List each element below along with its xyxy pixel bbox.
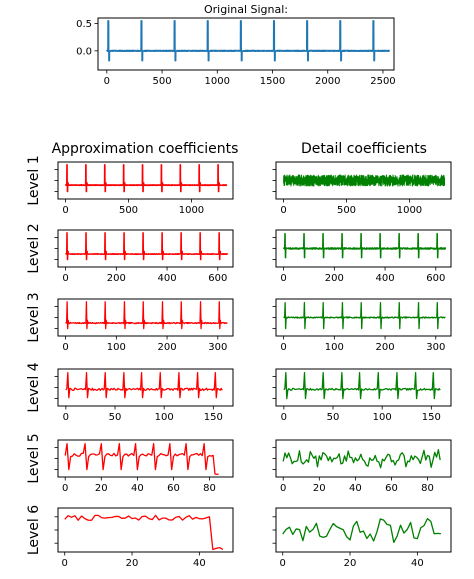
x-tick-label: 0	[281, 412, 287, 423]
x-tick-label: 100	[325, 342, 344, 353]
x-tick-label: 150	[422, 412, 441, 423]
row-label: Level 2	[26, 223, 42, 273]
chart-1: Level 1 0 500 1000	[26, 155, 234, 216]
series-line	[282, 517, 441, 544]
row-label: Level 6	[26, 505, 42, 555]
x-tick-label: 50	[327, 412, 340, 423]
x-tick-label: 0	[104, 76, 110, 87]
axes-frame	[97, 17, 395, 71]
x-tick-label: 40	[411, 558, 424, 569]
series-line	[283, 174, 446, 187]
approximation-heading: Approximation coefficients	[52, 141, 239, 157]
series-line	[64, 443, 219, 475]
x-tick-label: 1000	[205, 76, 230, 87]
x-tick-label: 200	[325, 273, 344, 284]
x-tick-label: 500	[119, 205, 138, 216]
series-line	[283, 372, 441, 400]
series-line	[106, 20, 391, 62]
x-tick-label: 200	[376, 342, 395, 353]
x-tick-label: 0	[280, 342, 286, 353]
detail-heading: Detail coefficients	[301, 141, 427, 157]
x-tick-label: 400	[158, 273, 177, 284]
series-line	[65, 232, 229, 261]
x-tick-label: 100	[155, 412, 174, 423]
chart-title: Original Signal:	[204, 3, 288, 16]
series-line	[282, 449, 441, 469]
x-tick-label: 1000	[179, 205, 204, 216]
x-tick-label: 100	[373, 412, 392, 423]
row-label: Level 4	[26, 362, 42, 412]
chart-2: 0 500 1000	[272, 161, 452, 216]
x-tick-label: 600	[426, 273, 445, 284]
x-tick-label: 1000	[397, 205, 422, 216]
x-tick-label: 0	[62, 558, 68, 569]
chart-4: 0 200 400 600	[272, 229, 452, 284]
row-label: Level 3	[26, 292, 42, 342]
x-tick-label: 500	[337, 205, 356, 216]
x-tick-label: 0	[62, 273, 68, 284]
x-tick-label: 20	[126, 558, 139, 569]
row-label: Level 1	[26, 155, 42, 205]
x-tick-label: 40	[193, 558, 206, 569]
chart-3: Level 2 0 200 400 600	[26, 223, 234, 284]
series-line	[64, 514, 224, 551]
series-line	[65, 301, 228, 330]
chart-8: 0 50 100 150	[272, 368, 452, 423]
x-tick-label: 20	[95, 483, 108, 494]
x-tick-label: 300	[426, 342, 445, 353]
x-tick-label: 20	[344, 558, 357, 569]
chart-10: 0 20 40 60 80	[272, 439, 452, 494]
x-tick-label: 0	[62, 205, 68, 216]
x-tick-label: 600	[208, 273, 227, 284]
row-label: Level 5	[26, 433, 42, 483]
chart-11: Level 6 0 20 40	[26, 505, 234, 569]
x-tick-label: 50	[109, 412, 122, 423]
chart-7: Level 4 0 50 100 150	[26, 362, 234, 423]
x-tick-label: 200	[158, 342, 177, 353]
x-tick-label: 0	[280, 483, 286, 494]
x-tick-label: 150	[204, 412, 223, 423]
x-tick-label: 40	[131, 483, 144, 494]
y-tick-label: 0.0	[76, 46, 92, 57]
chart-9: Level 5 0 20 40 60 80	[26, 433, 234, 494]
chart-6: 0 100 200 300	[272, 298, 452, 353]
x-tick-label: 2500	[370, 76, 395, 87]
x-tick-label: 0	[280, 558, 286, 569]
x-tick-label: 80	[421, 483, 434, 494]
x-tick-label: 40	[349, 483, 362, 494]
x-tick-label: 0	[280, 273, 286, 284]
x-tick-label: 100	[107, 342, 126, 353]
x-tick-label: 400	[376, 273, 395, 284]
x-tick-label: 0	[280, 205, 286, 216]
x-tick-label: 200	[107, 273, 126, 284]
y-tick-label: 0.5	[76, 19, 92, 30]
series-line	[282, 233, 447, 259]
chart-5: Level 3 0 100 200 300	[26, 292, 234, 353]
x-tick-label: 2000	[315, 76, 340, 87]
x-tick-label: 0	[62, 483, 68, 494]
x-tick-label: 80	[203, 483, 216, 494]
x-tick-label: 60	[167, 483, 180, 494]
x-tick-label: 60	[385, 483, 398, 494]
x-tick-label: 300	[208, 342, 227, 353]
chart-12: 0 20 40	[272, 507, 452, 569]
chart-0: Original Signal: 0 500 1000 1500 2000 2500 0.5 0…	[76, 3, 396, 87]
x-tick-label: 0	[63, 412, 69, 423]
x-tick-label: 1500	[260, 76, 285, 87]
x-tick-label: 20	[313, 483, 326, 494]
series-line	[64, 164, 228, 193]
x-tick-label: 0	[62, 342, 68, 353]
series-line	[65, 372, 223, 399]
series-line	[283, 302, 446, 330]
x-tick-label: 500	[153, 76, 172, 87]
plots-group: Original Signal:0 500 1000 1500 2000 25000.50…	[26, 3, 452, 569]
